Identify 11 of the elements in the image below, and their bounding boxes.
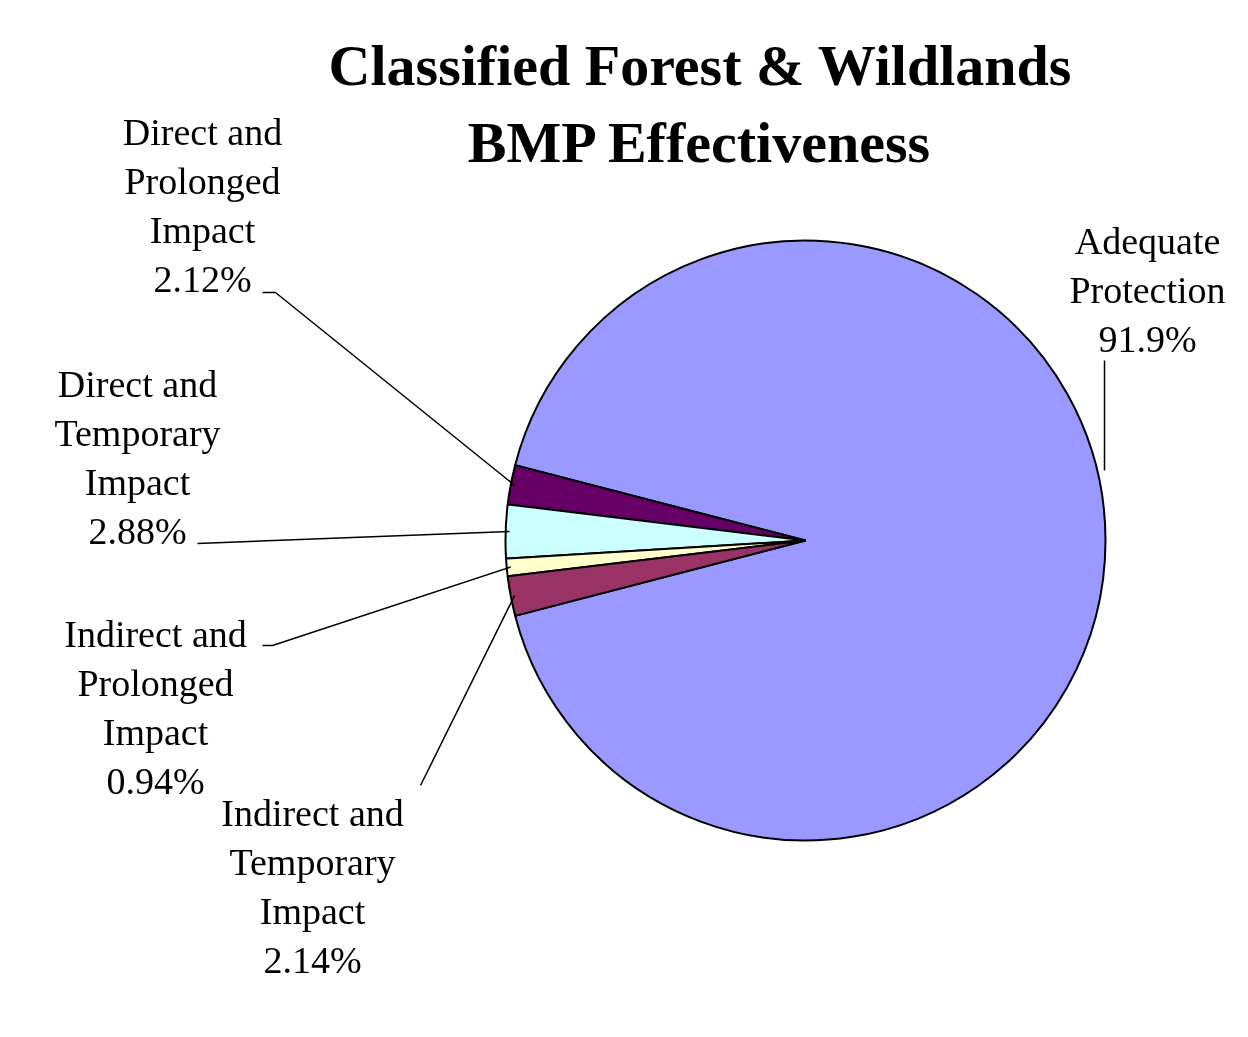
data-label: 2.88% (88, 509, 187, 552)
slice-label: Indirect and Prolonged Impact (64, 612, 247, 753)
chart-title: Classified Forest & Wildlands BMP Effectiveness (328, 33, 1072, 175)
slice-label: Indirect and Temporary Impact (221, 791, 404, 932)
data-label: 91.9% (1098, 317, 1197, 360)
slice-label: Adequate Protection (1069, 219, 1226, 311)
data-label: 2.14% (263, 938, 362, 981)
slice-label: Direct and Temporary Impact (54, 362, 221, 503)
data-label: 0.94% (106, 759, 205, 802)
data-label: 2.12% (153, 257, 252, 300)
slice-label: Direct and Prolonged Impact (122, 110, 283, 251)
